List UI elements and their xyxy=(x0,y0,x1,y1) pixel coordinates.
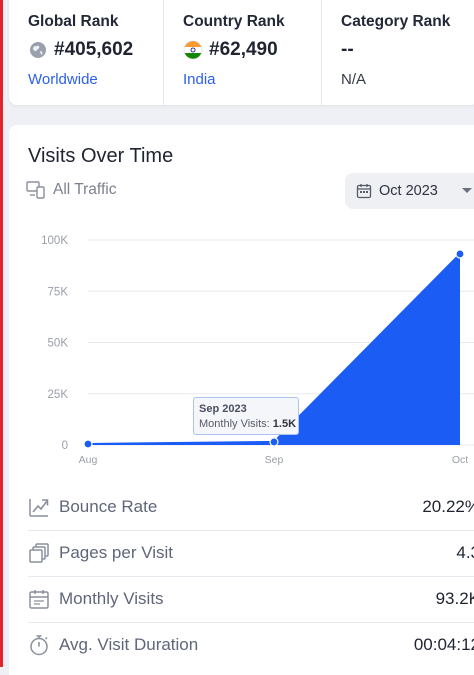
category-rank-title: Category Rank xyxy=(341,13,451,30)
stat-row-bounce-rate: Bounce Rate 20.22% xyxy=(28,485,474,531)
globe-icon xyxy=(28,40,48,60)
visits-card: Visits Over Time All Traffic Oct 2023 0 2… xyxy=(9,125,474,675)
y-tick-label: 100K xyxy=(41,235,68,247)
traffic-filter-label: All Traffic xyxy=(53,181,117,198)
global-rank-number: #405,602 xyxy=(54,39,134,60)
stat-label: Monthly Visits xyxy=(59,589,164,608)
stat-value: 20.22% xyxy=(422,497,474,516)
stats-list: Bounce Rate 20.22% Pages per Visit 4.3 M… xyxy=(28,485,474,668)
stat-value: 4.3 xyxy=(456,543,474,562)
country-rank: Country Rank #62,490 India xyxy=(163,0,322,105)
x-tick-label: Oct xyxy=(452,454,468,466)
traffic-filter[interactable]: All Traffic xyxy=(26,181,116,199)
data-point xyxy=(269,437,279,447)
stat-value: 93.2K xyxy=(435,589,474,608)
y-tick-label: 0 xyxy=(62,440,68,452)
month-select[interactable]: Oct 2023 xyxy=(345,173,474,209)
stopwatch-icon xyxy=(30,635,48,656)
tooltip-body: Monthly Visits: 1.5K xyxy=(199,418,296,430)
india-flag-icon xyxy=(183,40,203,60)
tooltip-value: 1.5K xyxy=(272,418,297,430)
category-rank: Category Rank -- N/A xyxy=(321,0,474,105)
visits-chart: 0 25K 50K 75K 100K Aug Sep Oct xyxy=(41,235,474,466)
category-rank-sub: N/A xyxy=(341,71,367,88)
y-tick-label: 75K xyxy=(48,286,69,298)
tooltip-title: Sep 2023 xyxy=(199,403,247,415)
worldwide-link[interactable]: Worldwide xyxy=(28,71,98,88)
y-tick-label: 50K xyxy=(48,338,69,350)
rank-panel: Global Rank #405,602 Worldwide Country R… xyxy=(9,0,474,105)
visits-title: Visits Over Time xyxy=(28,145,174,167)
data-point xyxy=(83,439,93,449)
chart-tooltip: Sep 2023 Monthly Visits: 1.5K xyxy=(193,397,299,435)
category-rank-value: -- xyxy=(341,39,354,60)
global-rank-value-row: #405,602 xyxy=(28,39,133,61)
pages-icon xyxy=(29,543,49,563)
tooltip-label: Monthly Visits: xyxy=(199,418,270,430)
x-tick-label: Aug xyxy=(79,454,98,466)
stat-row-pages-per-visit: Pages per Visit 4.3 xyxy=(28,531,474,577)
country-rank-number: #62,490 xyxy=(209,39,278,60)
y-tick-label: 25K xyxy=(48,389,69,401)
stat-label: Avg. Visit Duration xyxy=(59,635,199,654)
global-rank: Global Rank #405,602 Worldwide xyxy=(9,0,163,105)
trend-down-icon xyxy=(29,499,49,517)
india-link[interactable]: India xyxy=(183,71,216,88)
global-rank-title: Global Rank xyxy=(28,13,119,30)
accent-bar xyxy=(0,0,3,667)
stat-row-monthly-visits: Monthly Visits 93.2K xyxy=(28,577,474,623)
devices-icon xyxy=(26,181,45,199)
country-rank-value-row: #62,490 xyxy=(183,39,278,61)
month-select-value: Oct 2023 xyxy=(379,183,438,199)
calendar-icon xyxy=(356,184,372,199)
stat-row-avg-visit-duration: Avg. Visit Duration 00:04:12 xyxy=(28,623,474,668)
x-tick-label: Sep xyxy=(265,454,284,466)
stat-label: Bounce Rate xyxy=(59,497,158,516)
data-point xyxy=(455,249,465,259)
calendar-icon xyxy=(29,590,49,609)
stat-value: 00:04:12 xyxy=(413,635,474,654)
chevron-down-icon xyxy=(462,188,472,193)
country-rank-title: Country Rank xyxy=(183,13,285,30)
stat-label: Pages per Visit xyxy=(59,543,174,562)
area-fill xyxy=(88,253,460,445)
